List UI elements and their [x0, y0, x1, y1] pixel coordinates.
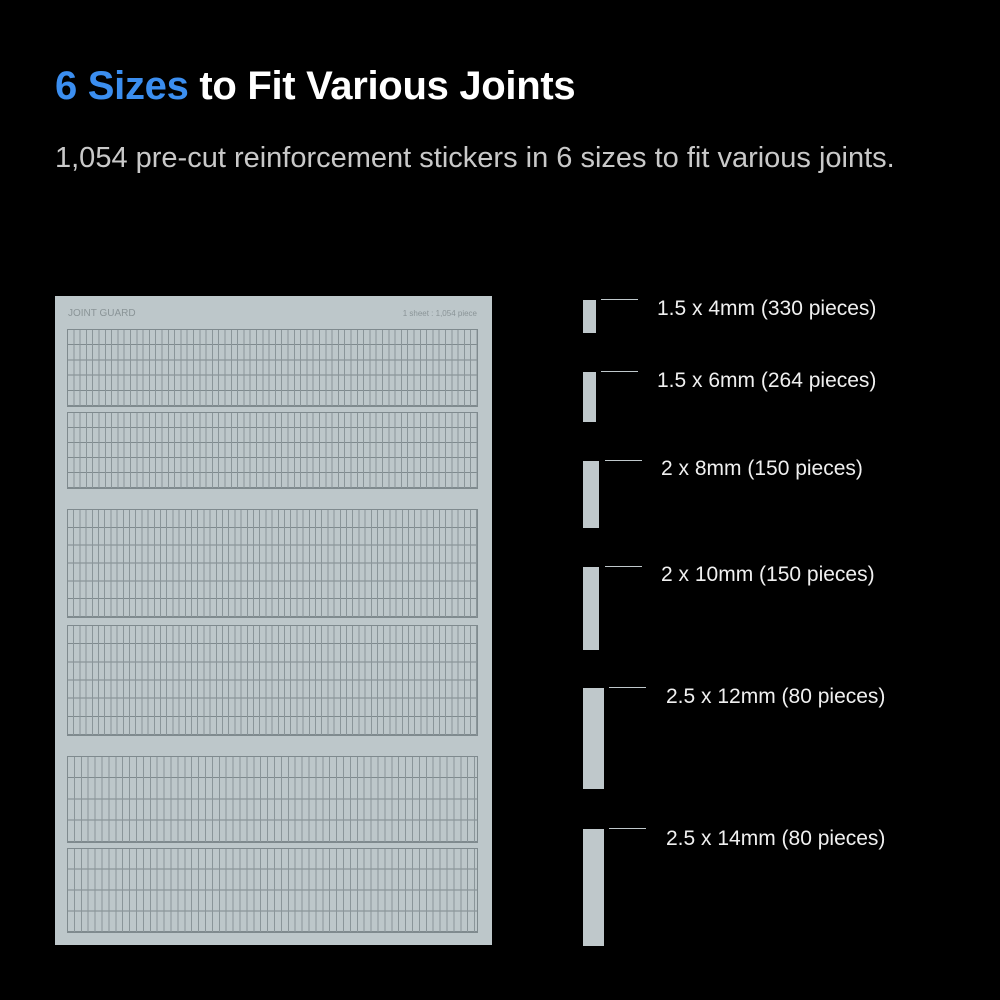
leader-line — [609, 828, 646, 829]
sticker-size-swatch — [583, 461, 599, 528]
title-rest: to Fit Various Joints — [188, 64, 576, 108]
sticker-grid-block — [67, 756, 478, 843]
sticker-sheet: JOINT GUARD 1 sheet : 1,054 piece — [55, 296, 492, 945]
sticker-size-swatch — [583, 829, 604, 946]
size-label: 2.5 x 14mm (80 pieces) — [666, 827, 886, 850]
sticker-grid-block — [67, 625, 478, 736]
page-title: 6 Sizes to Fit Various Joints — [55, 64, 576, 109]
sticker-grid-block — [67, 848, 478, 933]
sticker-grid-block — [67, 509, 478, 618]
size-label: 2 x 10mm (150 pieces) — [661, 563, 875, 586]
leader-line — [609, 687, 646, 688]
subtitle: 1,054 pre-cut reinforcement stickers in … — [55, 142, 895, 174]
size-label: 1.5 x 4mm (330 pieces) — [657, 297, 877, 320]
sheet-brand: JOINT GUARD — [68, 308, 136, 319]
sticker-size-swatch — [583, 688, 604, 789]
sticker-size-swatch — [583, 372, 596, 422]
sticker-size-swatch — [583, 300, 596, 333]
sheet-count: 1 sheet : 1,054 piece — [402, 309, 477, 318]
title-accent: 6 Sizes — [55, 64, 189, 108]
size-label: 2.5 x 12mm (80 pieces) — [666, 685, 886, 708]
sticker-grid-block — [67, 329, 478, 407]
sticker-size-swatch — [583, 567, 599, 650]
leader-line — [605, 566, 642, 567]
leader-line — [605, 460, 642, 461]
leader-line — [601, 371, 638, 372]
size-label: 2 x 8mm (150 pieces) — [661, 457, 863, 480]
sticker-grid-block — [67, 412, 478, 489]
leader-line — [601, 299, 638, 300]
size-label: 1.5 x 6mm (264 pieces) — [657, 369, 877, 392]
